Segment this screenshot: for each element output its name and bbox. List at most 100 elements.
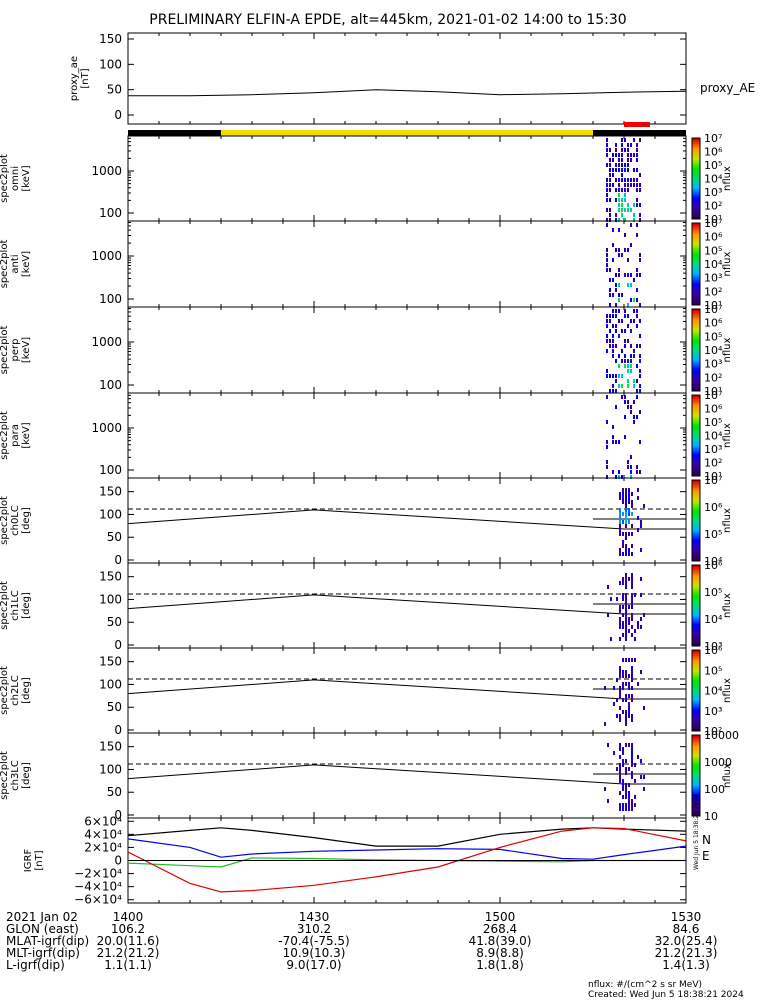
loss-cone-line <box>127 764 686 785</box>
spectrogram-cell <box>628 799 630 803</box>
spectrogram-cell <box>637 496 639 500</box>
colorbar-cell <box>692 388 700 392</box>
spectrogram-cell <box>606 339 608 343</box>
panel-pitch-angle: 150100500elapefpaspec2plotch0LC[deg]10⁷1… <box>0 474 733 568</box>
spectrogram-cell <box>612 425 614 429</box>
spectrogram-cell <box>625 698 627 702</box>
spectrogram-cell <box>633 384 635 388</box>
spectrogram-cell <box>640 670 642 674</box>
spectrogram-cell <box>636 379 638 383</box>
spectrogram-cell <box>619 775 621 779</box>
spectrogram-cell <box>612 374 614 378</box>
spectrogram-cell <box>618 183 620 187</box>
spectrogram-cell <box>609 268 611 272</box>
spectrogram-cell <box>606 319 608 323</box>
y-tick-label: 0 <box>114 638 122 652</box>
colorbar-cell <box>692 797 700 801</box>
spectrogram-cell <box>612 258 614 262</box>
spectrogram-cell <box>633 203 635 207</box>
spectrogram-cell <box>628 702 630 706</box>
colorbar-cell <box>692 496 700 499</box>
spectrogram-cell <box>625 597 627 601</box>
colorbar-cell <box>692 581 700 584</box>
spectrogram-cell <box>625 496 627 500</box>
spectrogram-cell <box>619 694 621 698</box>
colorbar-cell <box>692 264 700 267</box>
colorbar-cell <box>692 182 700 186</box>
spectrogram-cell <box>624 193 626 197</box>
igrf-series-line <box>127 838 687 860</box>
spectrogram-cell <box>630 178 632 182</box>
colorbar-cell <box>692 469 700 473</box>
spectrogram-cell <box>619 524 621 528</box>
colorbar-cell <box>692 743 700 746</box>
spectrogram-cell <box>639 389 641 393</box>
spectrogram-cell <box>615 288 617 292</box>
colorbar-cell <box>692 611 700 615</box>
spectrogram-cell <box>622 496 624 500</box>
colorbar-cell <box>692 223 700 226</box>
y-axis-label: [deg] <box>21 677 32 704</box>
colorbar-cell <box>692 333 700 337</box>
colorbar-cell <box>692 660 700 663</box>
colorbar-cell <box>692 395 700 398</box>
spectrogram-cell <box>606 218 608 222</box>
spectrogram-cell <box>609 278 611 282</box>
colorbar-cell <box>692 247 700 251</box>
spectrogram-cell <box>625 783 627 787</box>
spectrogram-cell <box>631 633 633 637</box>
spectrogram-cell <box>624 168 626 172</box>
colorbar-cell <box>692 164 700 167</box>
colorbar-cell <box>692 415 700 418</box>
colorbar-cell <box>692 227 700 230</box>
colorbar-tick-label: 10⁵ <box>704 244 722 257</box>
spectrogram-cell <box>640 577 642 581</box>
colorbar-cell <box>692 710 700 714</box>
spectrogram-cell <box>633 420 635 424</box>
colorbar-cell <box>692 589 700 592</box>
spectrogram-cell <box>621 213 623 217</box>
colorbar-cell <box>692 577 700 580</box>
colorbar-cell <box>692 615 700 619</box>
ephemeris-value: 268.4 <box>483 922 517 936</box>
spectrogram-cell <box>639 410 641 414</box>
spectrogram-cell <box>639 374 641 378</box>
spectrogram-cell <box>612 173 614 177</box>
spectrogram-cell <box>610 637 612 641</box>
spectrogram-cell <box>612 158 614 162</box>
colorbar-cell <box>692 178 700 182</box>
spectrogram-cell <box>618 384 620 388</box>
colorbar-cell <box>692 261 700 265</box>
colorbar-tick-label: 10⁴ <box>704 430 723 443</box>
ephemeris-table: 2021 Jan 02 1400 1430 1500 1530 GLON (east) 10… <box>6 910 717 972</box>
spectrogram-cell <box>619 718 621 722</box>
spectrogram-cell <box>630 475 632 479</box>
colorbar-cell <box>692 684 700 687</box>
colorbar-cell <box>692 686 700 689</box>
spectrogram-cell <box>619 617 621 621</box>
spectrogram-cell <box>625 694 627 698</box>
spectrogram-cell <box>621 173 623 177</box>
colorbar-cell <box>692 194 700 198</box>
spectrogram-cell <box>627 384 629 388</box>
colorbar-cell <box>692 670 700 673</box>
colorbar-cell <box>692 374 700 378</box>
colorbar-tick-label: 10⁵ <box>704 416 722 429</box>
spectrogram-cell <box>624 339 626 343</box>
ephemeris-value: 41.8(39.0) <box>469 934 532 948</box>
colorbar-tick-label: 10⁵ <box>704 586 722 599</box>
colorbar-cell <box>692 575 700 578</box>
colorbar-cell <box>692 767 700 770</box>
colorbar-cell <box>692 433 700 436</box>
spectrogram-cell <box>639 440 641 444</box>
colorbar-cell <box>692 664 700 667</box>
spectrogram-cell <box>627 460 629 464</box>
spectrogram-cell <box>607 585 609 589</box>
spectrogram-cell <box>619 548 621 552</box>
y-tick-label: 150 <box>99 655 122 669</box>
colorbar-tick-label: 10² <box>704 371 722 384</box>
y-tick-label: 6×10⁴ <box>84 814 122 828</box>
y-axis-label: [deg] <box>21 507 32 534</box>
colorbar-cell <box>692 237 700 240</box>
colorbar-cell <box>692 601 700 604</box>
